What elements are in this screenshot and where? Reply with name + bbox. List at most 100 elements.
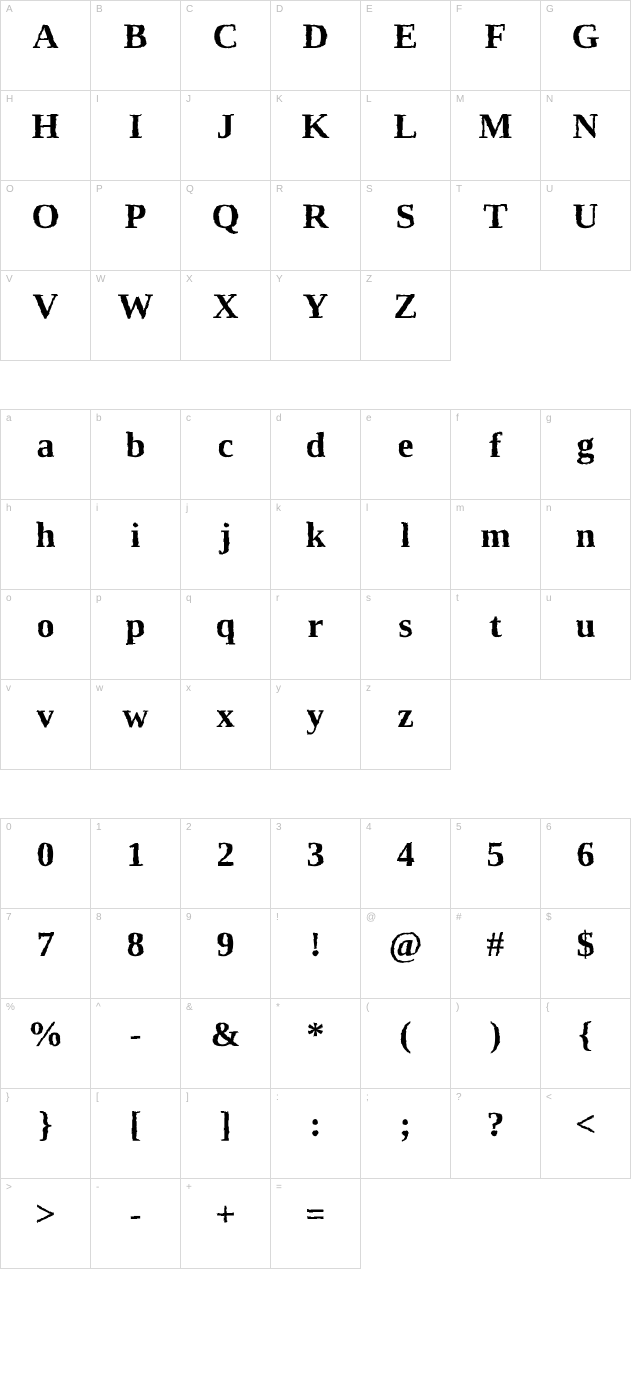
cell-glyph: 4 bbox=[361, 833, 450, 875]
cell-label: D bbox=[276, 4, 283, 15]
glyph-cell: && bbox=[181, 999, 271, 1089]
cell-label: l bbox=[366, 503, 368, 514]
cell-label: Y bbox=[276, 274, 283, 285]
cell-label: e bbox=[366, 413, 372, 424]
cell-glyph: C bbox=[181, 15, 270, 57]
glyph-cell: OO bbox=[1, 181, 91, 271]
cell-label: a bbox=[6, 413, 12, 424]
cell-glyph: U bbox=[541, 195, 630, 237]
cell-label: u bbox=[546, 593, 552, 604]
cell-label: = bbox=[276, 1182, 282, 1193]
cell-glyph: 0 bbox=[1, 833, 90, 875]
cell-label: 8 bbox=[96, 912, 102, 923]
cell-glyph: ; bbox=[361, 1103, 450, 1145]
cell-glyph: v bbox=[1, 694, 90, 736]
cell-glyph: { bbox=[541, 1013, 630, 1055]
cell-label: A bbox=[6, 4, 13, 15]
cell-label: 3 bbox=[276, 822, 282, 833]
cell-label: $ bbox=[546, 912, 552, 923]
cell-glyph: [ bbox=[91, 1103, 180, 1145]
glyph-cell: 44 bbox=[361, 819, 451, 909]
glyph-cell: II bbox=[91, 91, 181, 181]
glyph-cell: ^- bbox=[91, 999, 181, 1089]
cell-label: & bbox=[186, 1002, 193, 1013]
glyph-cell: -- bbox=[91, 1179, 181, 1269]
glyph-cell: yy bbox=[271, 680, 361, 770]
glyph-cell: ** bbox=[271, 999, 361, 1089]
cell-label: ] bbox=[186, 1092, 189, 1103]
cell-glyph: Q bbox=[181, 195, 270, 237]
cell-label: : bbox=[276, 1092, 279, 1103]
cell-glyph: P bbox=[91, 195, 180, 237]
glyph-cell: SS bbox=[361, 181, 451, 271]
cell-glyph: b bbox=[91, 424, 180, 466]
glyph-cell: 88 bbox=[91, 909, 181, 999]
glyph-cell: rr bbox=[271, 590, 361, 680]
glyph-cell: QQ bbox=[181, 181, 271, 271]
cell-glyph: i bbox=[91, 514, 180, 556]
cell-glyph: k bbox=[271, 514, 360, 556]
cell-label: B bbox=[96, 4, 103, 15]
cell-glyph: ] bbox=[181, 1103, 270, 1145]
cell-label: Q bbox=[186, 184, 194, 195]
cell-glyph: c bbox=[181, 424, 270, 466]
glyph-cell: bb bbox=[91, 410, 181, 500]
cell-label: T bbox=[456, 184, 462, 195]
cell-label: I bbox=[96, 94, 99, 105]
cell-glyph: q bbox=[181, 604, 270, 646]
glyph-cell: ww bbox=[91, 680, 181, 770]
cell-glyph: O bbox=[1, 195, 90, 237]
glyph-cell: zz bbox=[361, 680, 451, 770]
glyph-cell: VV bbox=[1, 271, 91, 361]
cell-glyph: # bbox=[451, 923, 540, 965]
cell-label: P bbox=[96, 184, 103, 195]
glyph-cell: UU bbox=[541, 181, 631, 271]
section-numbers-symbols: 00112233445566778899!!@@##$$%%^-&&**(())… bbox=[0, 818, 640, 1269]
cell-glyph: < bbox=[541, 1103, 630, 1145]
glyph-cell: CC bbox=[181, 1, 271, 91]
cell-label: 2 bbox=[186, 822, 192, 833]
cell-glyph: r bbox=[271, 604, 360, 646]
glyph-cell: )) bbox=[451, 999, 541, 1089]
cell-glyph: R bbox=[271, 195, 360, 237]
cell-label: s bbox=[366, 593, 371, 604]
cell-glyph: E bbox=[361, 15, 450, 57]
glyph-cell: xx bbox=[181, 680, 271, 770]
cell-glyph: T bbox=[451, 195, 540, 237]
cell-label: R bbox=[276, 184, 283, 195]
cell-label: W bbox=[96, 274, 105, 285]
cell-label: # bbox=[456, 912, 462, 923]
glyph-cell: aa bbox=[1, 410, 91, 500]
glyph-cell: KK bbox=[271, 91, 361, 181]
glyph-cell: ii bbox=[91, 500, 181, 590]
cell-label: } bbox=[6, 1092, 9, 1103]
cell-label: c bbox=[186, 413, 191, 424]
cell-label: C bbox=[186, 4, 193, 15]
cell-label: J bbox=[186, 94, 191, 105]
cell-label: ; bbox=[366, 1092, 369, 1103]
cell-glyph: W bbox=[91, 285, 180, 327]
cell-label: ^ bbox=[96, 1002, 101, 1013]
cell-label: F bbox=[456, 4, 462, 15]
cell-glyph: a bbox=[1, 424, 90, 466]
cell-label: v bbox=[6, 683, 11, 694]
cell-label: n bbox=[546, 503, 552, 514]
cell-label: j bbox=[186, 503, 188, 514]
glyph-cell: 66 bbox=[541, 819, 631, 909]
cell-glyph: G bbox=[541, 15, 630, 57]
cell-glyph: = bbox=[271, 1193, 360, 1235]
cell-glyph: Y bbox=[271, 285, 360, 327]
cell-label: q bbox=[186, 593, 192, 604]
cell-glyph: 3 bbox=[271, 833, 360, 875]
cell-label: ( bbox=[366, 1002, 369, 1013]
cell-label: 1 bbox=[96, 822, 102, 833]
cell-label: m bbox=[456, 503, 464, 514]
cell-label: L bbox=[366, 94, 372, 105]
cell-label: k bbox=[276, 503, 281, 514]
cell-glyph: 8 bbox=[91, 923, 180, 965]
cell-label: 5 bbox=[456, 822, 462, 833]
cell-glyph: ! bbox=[271, 923, 360, 965]
cell-label: 4 bbox=[366, 822, 372, 833]
cell-glyph: 7 bbox=[1, 923, 90, 965]
glyph-cell: pp bbox=[91, 590, 181, 680]
